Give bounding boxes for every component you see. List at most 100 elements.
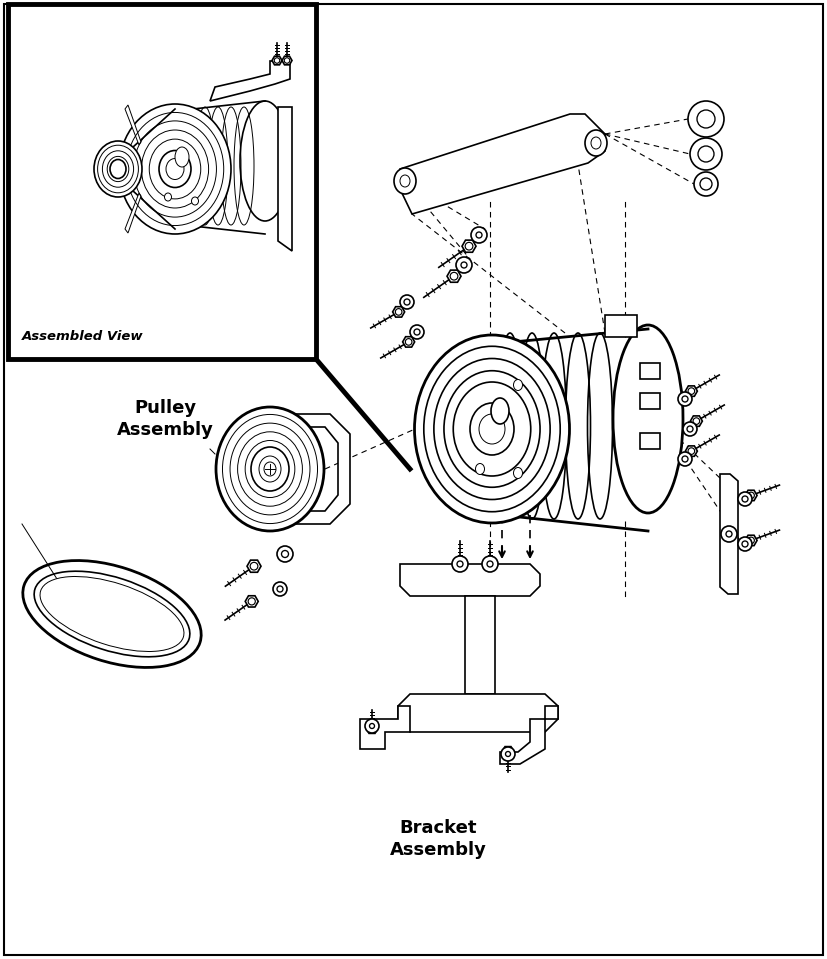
Circle shape bbox=[250, 562, 258, 570]
Ellipse shape bbox=[23, 561, 201, 667]
Circle shape bbox=[465, 243, 473, 250]
Ellipse shape bbox=[251, 447, 289, 491]
Circle shape bbox=[486, 560, 494, 568]
Ellipse shape bbox=[159, 151, 191, 188]
Circle shape bbox=[248, 597, 256, 605]
Circle shape bbox=[369, 725, 375, 732]
Ellipse shape bbox=[40, 576, 184, 651]
Ellipse shape bbox=[165, 193, 171, 201]
Polygon shape bbox=[483, 558, 497, 570]
Polygon shape bbox=[462, 240, 476, 252]
Circle shape bbox=[690, 138, 722, 170]
Circle shape bbox=[688, 387, 695, 394]
Polygon shape bbox=[500, 706, 558, 764]
Circle shape bbox=[678, 392, 692, 406]
Circle shape bbox=[395, 309, 402, 316]
Ellipse shape bbox=[264, 462, 276, 476]
Polygon shape bbox=[280, 414, 350, 524]
Polygon shape bbox=[366, 723, 378, 734]
Polygon shape bbox=[247, 560, 261, 573]
Polygon shape bbox=[465, 596, 495, 694]
Polygon shape bbox=[246, 596, 258, 607]
Bar bbox=[8, 4, 316, 359]
Polygon shape bbox=[686, 446, 697, 456]
Ellipse shape bbox=[591, 137, 601, 149]
Ellipse shape bbox=[175, 147, 189, 167]
Circle shape bbox=[678, 452, 692, 466]
Polygon shape bbox=[400, 564, 540, 596]
Polygon shape bbox=[447, 270, 461, 282]
Polygon shape bbox=[125, 105, 141, 145]
Circle shape bbox=[405, 339, 412, 345]
Bar bbox=[640, 433, 660, 449]
Ellipse shape bbox=[259, 456, 281, 482]
Ellipse shape bbox=[400, 175, 410, 187]
Circle shape bbox=[284, 58, 289, 63]
Polygon shape bbox=[360, 706, 410, 749]
Ellipse shape bbox=[192, 197, 198, 205]
Circle shape bbox=[275, 58, 280, 63]
Ellipse shape bbox=[110, 159, 126, 178]
Ellipse shape bbox=[240, 101, 290, 221]
Circle shape bbox=[452, 556, 468, 572]
Ellipse shape bbox=[613, 325, 683, 513]
Circle shape bbox=[277, 546, 293, 562]
Polygon shape bbox=[502, 747, 514, 757]
Circle shape bbox=[410, 325, 424, 339]
Circle shape bbox=[694, 172, 718, 196]
Circle shape bbox=[501, 747, 515, 761]
Ellipse shape bbox=[94, 141, 142, 197]
Circle shape bbox=[688, 448, 695, 455]
Circle shape bbox=[113, 165, 122, 174]
Polygon shape bbox=[111, 161, 125, 177]
Polygon shape bbox=[278, 107, 292, 251]
Text: Bracket
Assembly: Bracket Assembly bbox=[390, 819, 486, 859]
Circle shape bbox=[457, 560, 464, 568]
Bar bbox=[640, 363, 660, 379]
Circle shape bbox=[450, 272, 458, 280]
Polygon shape bbox=[691, 416, 702, 427]
Ellipse shape bbox=[394, 168, 416, 194]
Ellipse shape bbox=[216, 407, 324, 531]
Polygon shape bbox=[720, 474, 738, 594]
Bar bbox=[640, 393, 660, 409]
Ellipse shape bbox=[46, 582, 178, 646]
Polygon shape bbox=[210, 61, 290, 101]
Polygon shape bbox=[125, 193, 141, 233]
Circle shape bbox=[504, 749, 511, 755]
Circle shape bbox=[748, 492, 754, 499]
Circle shape bbox=[738, 492, 752, 506]
Bar bbox=[605, 315, 637, 337]
Ellipse shape bbox=[34, 572, 190, 657]
Polygon shape bbox=[272, 57, 282, 65]
Text: Assembled View: Assembled View bbox=[22, 331, 144, 343]
Polygon shape bbox=[393, 307, 404, 317]
Ellipse shape bbox=[491, 398, 509, 424]
Circle shape bbox=[365, 719, 379, 733]
Polygon shape bbox=[745, 535, 757, 546]
Polygon shape bbox=[282, 57, 292, 65]
Circle shape bbox=[471, 227, 487, 243]
Circle shape bbox=[482, 556, 498, 572]
Circle shape bbox=[748, 537, 754, 544]
Polygon shape bbox=[745, 490, 757, 501]
Ellipse shape bbox=[414, 335, 570, 523]
Circle shape bbox=[456, 257, 472, 273]
Circle shape bbox=[738, 537, 752, 551]
Circle shape bbox=[721, 526, 737, 542]
Circle shape bbox=[400, 295, 414, 309]
Circle shape bbox=[688, 101, 724, 137]
Ellipse shape bbox=[470, 403, 514, 455]
Polygon shape bbox=[400, 114, 605, 214]
Text: Pulley
Assembly: Pulley Assembly bbox=[117, 399, 213, 439]
Ellipse shape bbox=[476, 463, 485, 475]
Ellipse shape bbox=[166, 158, 184, 179]
Polygon shape bbox=[453, 558, 467, 570]
Polygon shape bbox=[403, 337, 414, 347]
Ellipse shape bbox=[514, 467, 523, 479]
Ellipse shape bbox=[514, 380, 523, 390]
Circle shape bbox=[683, 422, 697, 436]
Circle shape bbox=[693, 418, 700, 425]
Ellipse shape bbox=[119, 104, 231, 234]
Ellipse shape bbox=[479, 414, 505, 444]
